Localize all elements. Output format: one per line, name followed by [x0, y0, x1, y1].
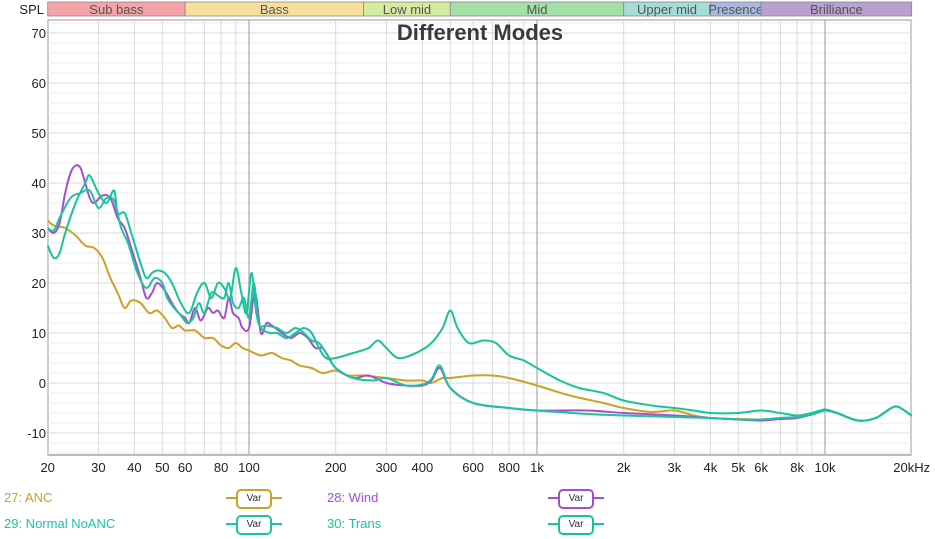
y-tick: 70 — [32, 26, 46, 41]
x-tick: 40 — [127, 460, 141, 475]
y-tick: 50 — [32, 126, 46, 141]
band-label: Mid — [527, 2, 548, 17]
curves — [46, 164, 913, 422]
legend-line-anc — [226, 497, 236, 499]
y-tick: 20 — [32, 276, 46, 291]
x-tick: 60 — [178, 460, 192, 475]
legend-label-wind[interactable]: 28: Wind — [327, 490, 379, 505]
y-tick: 10 — [32, 326, 46, 341]
x-tick: 50 — [155, 460, 169, 475]
var-button-normal-noanc[interactable]: Var — [236, 515, 272, 535]
x-tick: 100 — [238, 460, 260, 475]
band-label: Sub bass — [89, 2, 144, 17]
x-tick: 800 — [498, 460, 520, 475]
x-tick: 80 — [214, 460, 228, 475]
spl-axis-label: SPL — [19, 2, 44, 17]
legend-line-trans-r — [594, 523, 604, 525]
legend-label-trans[interactable]: 30: Trans — [327, 516, 382, 531]
x-tick: 8k — [790, 460, 804, 475]
y-tick: 30 — [32, 226, 46, 241]
x-tick: 1k — [530, 460, 544, 475]
x-tick: 400 — [412, 460, 434, 475]
legend-row-1: 27: ANC Var 28: Wind Var — [0, 489, 935, 509]
band-label: Upper mid — [637, 2, 697, 17]
x-tick: 20kHz — [893, 460, 930, 475]
x-tick: 2k — [617, 460, 631, 475]
chart-title: Different Modes — [397, 20, 563, 45]
x-tick: 3k — [668, 460, 682, 475]
legend-row-2: 29: Normal NoANC Var 30: Trans Var — [0, 515, 935, 535]
y-tick: 40 — [32, 176, 46, 191]
y-tick: 0 — [39, 376, 46, 391]
legend-line-normal — [226, 523, 236, 525]
x-tick: 4k — [704, 460, 718, 475]
var-button-anc[interactable]: Var — [236, 489, 272, 509]
curve-normal-noanc — [47, 188, 913, 422]
y-tick: -10 — [27, 426, 46, 441]
band-label: Bass — [260, 2, 289, 17]
legend-label-normal-noanc[interactable]: 29: Normal NoANC — [4, 516, 116, 531]
frequency-bands: Sub bass Bass Low mid Mid Upper mid Presence B… — [47, 1, 913, 17]
legend-line-wind — [548, 497, 558, 499]
grid — [47, 19, 912, 456]
y-tick: 60 — [32, 76, 46, 91]
band-label: Low mid — [383, 2, 431, 17]
y-axis-ticks: 70 60 50 40 30 20 10 0 -10 — [27, 26, 46, 441]
legend-line-anc-r — [272, 497, 282, 499]
band-brilliance — [760, 1, 913, 17]
x-tick: 30 — [91, 460, 105, 475]
var-button-trans[interactable]: Var — [558, 515, 594, 535]
x-axis-ticks: 20 30 40 50 60 80 100 200 300 400 600 800 1k 2k 3k 4k 5k… — [40, 460, 930, 475]
x-tick: 200 — [325, 460, 347, 475]
legend-line-normal-r — [272, 523, 282, 525]
x-tick: 10k — [815, 460, 836, 475]
x-tick: 600 — [462, 460, 484, 475]
x-tick: 20 — [40, 460, 54, 475]
curve-trans — [46, 174, 913, 422]
band-label: Presence — [708, 2, 763, 17]
legend-line-wind-r — [594, 497, 604, 499]
legend-line-trans — [548, 523, 558, 525]
var-button-wind[interactable]: Var — [558, 489, 594, 509]
legend-label-anc[interactable]: 27: ANC — [4, 490, 53, 505]
x-tick: 5k — [731, 460, 745, 475]
x-tick: 300 — [376, 460, 398, 475]
band-label: Brilliance — [810, 2, 863, 17]
x-tick: 6k — [754, 460, 768, 475]
